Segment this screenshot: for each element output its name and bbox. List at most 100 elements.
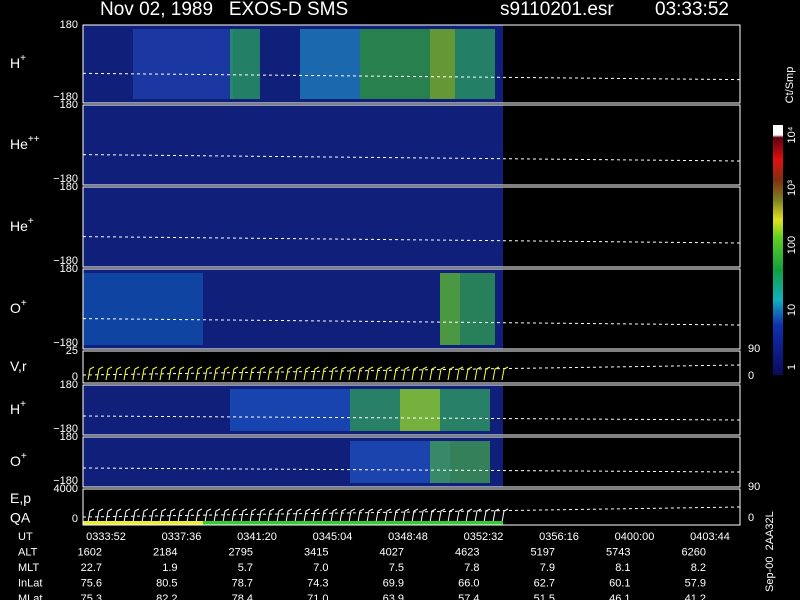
axis-bottom-label: 0 — [72, 371, 78, 383]
stamp: Sep-00 2AA32L — [764, 511, 776, 592]
footer-cell: 3415 — [304, 546, 328, 558]
vector-glyph — [384, 366, 392, 381]
footer-cell: 66.0 — [458, 577, 479, 589]
footer-cell: 6260 — [682, 546, 706, 558]
color-bar-label: 1 — [786, 364, 798, 370]
dashed-line — [82, 318, 741, 326]
vector-glyph — [303, 366, 311, 381]
footer-cell: 1.9 — [162, 562, 177, 574]
footer-cell: 0333:52 — [86, 531, 126, 543]
vector-glyph — [303, 508, 311, 523]
footer-cell: 41.2 — [685, 593, 706, 600]
footer-cell: 2184 — [153, 546, 177, 558]
vector-glyph — [429, 366, 437, 381]
footer-cell: 2795 — [229, 546, 253, 558]
vector-glyph — [168, 366, 176, 381]
vector-glyph — [321, 366, 329, 381]
footer-cell: 0403:44 — [690, 531, 730, 543]
vector-glyph — [474, 366, 482, 381]
footer-cell: 78.4 — [232, 593, 253, 600]
footer-cell: 0345:04 — [313, 531, 353, 543]
color-bar-label: 10⁴ — [786, 126, 798, 143]
axis-top-label: 180 — [60, 379, 78, 391]
panel-label: H+ — [10, 53, 26, 71]
footer-cell: 80.5 — [156, 577, 177, 589]
axis-bottom-label: −180 — [53, 91, 78, 103]
qa-bar — [83, 521, 203, 525]
axis-bottom-label: −180 — [53, 173, 78, 185]
panel-frame — [82, 436, 741, 488]
vector-glyph — [438, 508, 446, 523]
vector-glyph — [393, 508, 401, 523]
vector-glyph — [483, 366, 491, 381]
vector-glyph — [501, 508, 509, 523]
vector-glyph — [402, 366, 410, 381]
vector-glyph — [150, 508, 158, 523]
dashed-line — [82, 506, 741, 518]
vector-glyph — [249, 508, 257, 523]
vector-glyph — [375, 508, 383, 523]
vector-glyph — [231, 366, 239, 381]
vector-glyph — [384, 508, 392, 523]
panel-label-sup: ++ — [28, 134, 40, 145]
vector-glyph — [330, 508, 338, 523]
spectrogram-patch — [430, 29, 455, 99]
footer-cell: 0356:16 — [539, 531, 579, 543]
spectrogram-patch — [455, 29, 495, 99]
footer-cell: 0352:32 — [464, 531, 504, 543]
vector-glyph — [285, 508, 293, 523]
panel-label-sup: + — [20, 53, 26, 64]
footer-cell: 8.1 — [615, 562, 630, 574]
color-bar-label: 10 — [786, 304, 798, 316]
footer-row-label: InLat — [18, 577, 42, 589]
vector-glyph — [132, 366, 140, 381]
time: 03:33:52 — [655, 0, 729, 20]
vector-glyph — [240, 366, 248, 381]
right-top-label: 90 — [748, 343, 760, 355]
dashed-line — [82, 364, 741, 376]
vector-glyph — [141, 366, 149, 381]
vector-glyph — [312, 508, 320, 523]
footer-cell: 7.9 — [540, 562, 555, 574]
vector-glyph — [141, 508, 149, 523]
footer-cell: 62.7 — [534, 577, 555, 589]
vector-glyph — [123, 366, 131, 381]
vector-glyph — [483, 508, 491, 523]
right-bottom-label: 0 — [748, 512, 754, 524]
panel-label: O+ — [10, 451, 27, 469]
panel-label: He++ — [10, 134, 40, 152]
panel-label-2: QA — [10, 510, 31, 526]
vector-glyph — [123, 508, 131, 523]
vector-glyph — [87, 366, 95, 381]
vector-glyph — [159, 508, 167, 523]
panel-label-text: He — [10, 218, 28, 234]
vector-glyph — [249, 366, 257, 381]
vector-glyph — [231, 508, 239, 523]
footer-row-label: MLT — [18, 562, 39, 574]
vector-glyph — [501, 366, 509, 381]
panel-label: O+ — [10, 298, 27, 316]
dashed-line — [82, 236, 741, 244]
vector-glyph — [276, 366, 284, 381]
footer-cell: 75.6 — [81, 577, 102, 589]
panel-label-sup: + — [20, 399, 26, 410]
footer-cell: 0400:00 — [615, 531, 655, 543]
footer-cell: 0348:48 — [388, 531, 428, 543]
color-bar-label: 100 — [786, 236, 798, 254]
vector-glyph — [267, 508, 275, 523]
vector-glyph — [258, 366, 266, 381]
footer-cell: 4623 — [455, 546, 479, 558]
vector-glyph — [366, 508, 374, 523]
footer-row-label: UT — [18, 531, 33, 543]
footer-cell: 7.5 — [389, 562, 404, 574]
footer-cell: 0341:20 — [237, 531, 277, 543]
vector-glyph — [177, 366, 185, 381]
panel-label-text: V,r — [10, 358, 27, 374]
vector-glyph — [456, 508, 464, 523]
vector-glyph — [366, 366, 374, 381]
panel-frame — [82, 488, 741, 526]
vector-glyph — [168, 508, 176, 523]
panel-frame — [82, 350, 741, 384]
panel-label-sup: + — [21, 298, 27, 309]
vector-glyph — [348, 508, 356, 523]
